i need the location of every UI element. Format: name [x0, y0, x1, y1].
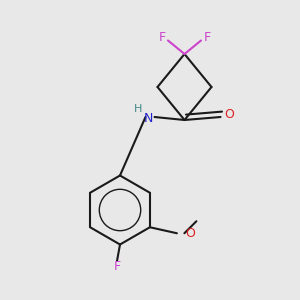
Text: F: F	[113, 260, 121, 274]
Text: N: N	[144, 112, 153, 125]
Text: F: F	[203, 31, 211, 44]
Text: F: F	[158, 31, 166, 44]
Text: H: H	[134, 104, 142, 115]
Text: O: O	[225, 107, 234, 121]
Text: O: O	[185, 227, 195, 240]
